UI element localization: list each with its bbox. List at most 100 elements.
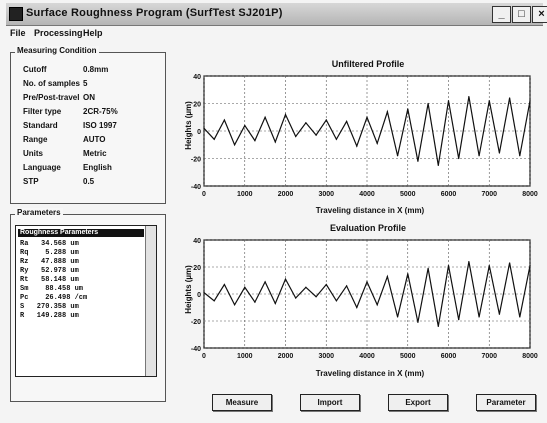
data-point [315, 134, 317, 136]
y-tick-label: 40 [193, 74, 201, 81]
condition-value: ISO 1997 [83, 121, 117, 130]
data-point [335, 300, 338, 302]
x-tick-label: 6000 [441, 191, 457, 198]
menu-processing[interactable]: Processing [34, 28, 83, 38]
menu-bar: File Processing Help [6, 26, 543, 40]
data-point [366, 116, 368, 118]
title-bar: Surface Roughness Program (SurfTest SJ20… [6, 3, 547, 26]
parameter-item[interactable]: Rt 58.148 um [20, 276, 79, 284]
data-point [223, 283, 225, 286]
x-tick-label: 4000 [359, 191, 375, 198]
parameter-item[interactable]: S 270.358 um [20, 303, 79, 311]
data-point [305, 286, 307, 288]
chart-1-title: Unfiltered Profile [331, 59, 405, 69]
data-point [519, 155, 521, 157]
data-point [427, 102, 429, 105]
data-point [407, 273, 409, 275]
parameter-item[interactable]: Sm 88.458 um [20, 285, 84, 293]
parameter-item[interactable]: Rq 5.288 um [20, 249, 79, 257]
data-point [325, 119, 327, 121]
y-tick-label: -20 [191, 157, 201, 164]
left-panel: Measuring Condition Cutoff 0.8mm No. of sa… [10, 42, 166, 402]
condition-key: Filter type [23, 107, 62, 116]
import-button[interactable]: Import [300, 394, 360, 411]
minimize-button[interactable]: _ [492, 6, 511, 23]
data-point [356, 145, 358, 147]
x-tick-label: 5000 [400, 191, 416, 198]
data-point [264, 281, 266, 283]
menu-file[interactable]: File [10, 28, 26, 38]
parameter-item[interactable]: Ra 34.568 um [20, 240, 79, 248]
data-point [233, 144, 236, 146]
chart-1-xlabel: Traveling distance in X (mm) [315, 206, 425, 215]
data-point [498, 152, 501, 154]
condition-key: No. of samples [23, 79, 80, 88]
measure-button[interactable]: Measure [212, 394, 272, 411]
data-point [254, 301, 256, 303]
data-point [458, 157, 460, 160]
maximize-button[interactable]: □ [512, 6, 531, 23]
data-point [305, 122, 307, 124]
parameter-item[interactable]: Rz 47.888 um [20, 258, 79, 266]
data-point [458, 319, 460, 321]
parameters-title: Parameters [15, 208, 63, 217]
data-point [529, 100, 531, 102]
data-point [244, 124, 246, 127]
data-point [213, 138, 215, 140]
data-point [417, 160, 419, 162]
data-point [244, 286, 246, 288]
data-point [529, 265, 531, 267]
data-point [519, 316, 521, 318]
condition-value: English [83, 163, 112, 172]
y-tick-label: -40 [191, 346, 201, 353]
data-point [315, 296, 317, 298]
data-point [203, 292, 205, 294]
parameter-item[interactable]: Pc 26.498 /cm [20, 294, 88, 302]
data-point [203, 127, 205, 129]
x-tick-label: 0 [202, 191, 206, 198]
condition-value: 2CR-75% [83, 107, 118, 116]
condition-value: Metric [83, 149, 107, 158]
app-icon [9, 7, 23, 21]
y-tick-label: 40 [193, 238, 201, 245]
data-point [284, 278, 287, 280]
data-point [346, 120, 348, 122]
data-point [366, 281, 368, 283]
parameter-item[interactable]: R 149.288 um [20, 312, 79, 320]
menu-help[interactable]: Help [83, 28, 103, 38]
chart-2-title: Evaluation Profile [329, 223, 407, 233]
x-tick-label: 1000 [237, 353, 253, 360]
condition-key: Standard [23, 121, 58, 130]
data-point [264, 116, 266, 118]
data-point [437, 325, 439, 327]
x-tick-label: 7000 [481, 191, 497, 198]
data-point [356, 306, 358, 309]
data-point [447, 265, 450, 267]
condition-value: AUTO [83, 135, 106, 144]
y-tick-label: -40 [191, 184, 201, 191]
parameter-button[interactable]: Parameter [476, 394, 536, 411]
data-point [335, 138, 338, 140]
x-tick-label: 8000 [522, 353, 538, 360]
y-tick-label: -20 [191, 319, 201, 326]
parameters-scrollbar[interactable] [145, 226, 156, 376]
x-tick-label: 4000 [359, 353, 375, 360]
data-point [346, 285, 348, 287]
close-button[interactable]: × [532, 6, 547, 23]
data-point [468, 96, 470, 98]
x-tick-label: 8000 [522, 191, 538, 198]
data-point [233, 304, 236, 306]
condition-value: ON [83, 93, 95, 102]
data-point [417, 321, 419, 323]
x-tick-label: 2000 [278, 191, 294, 198]
condition-key: Cutoff [23, 65, 47, 74]
data-point [386, 111, 388, 113]
data-point [447, 100, 450, 102]
window-title: Surface Roughness Program (SurfTest SJ20… [26, 7, 283, 19]
parameter-item[interactable]: Ry 52.978 um [20, 267, 79, 275]
export-button[interactable]: Export [388, 394, 448, 411]
data-point [295, 297, 297, 299]
parameters-list[interactable]: Roughness Parameters Ra 34.568 um Rq 5.28… [15, 225, 157, 377]
data-point [325, 283, 327, 286]
